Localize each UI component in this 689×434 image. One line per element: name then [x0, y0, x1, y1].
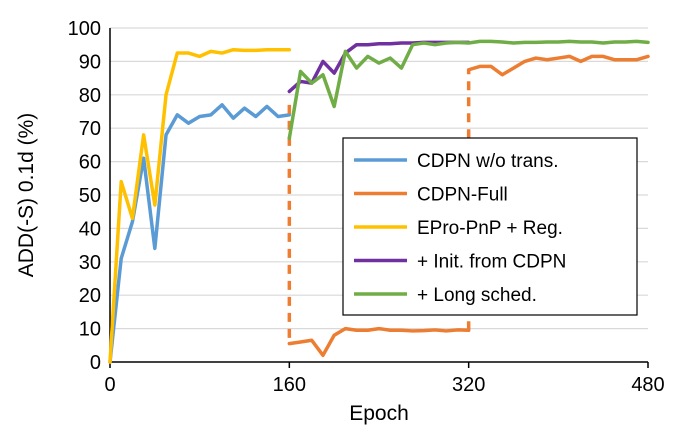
x-tick-label: 160 [273, 374, 306, 396]
y-tick-label: 60 [79, 152, 101, 174]
legend-label: EPro-PnP + Reg. [417, 218, 563, 239]
y-tick-label: 10 [79, 319, 101, 341]
y-tick-label: 80 [79, 85, 101, 107]
x-tick-label: 320 [452, 374, 485, 396]
legend-label: + Init. from CDPN [417, 252, 566, 273]
series-line-3 [287, 40, 471, 94]
y-tick-label: 0 [90, 352, 101, 374]
y-tick-label: 70 [79, 118, 101, 140]
series-line-0 [108, 103, 292, 364]
y-tick-label: 30 [79, 252, 101, 274]
tick-labels: 0 10 20 30 40 50 60 70 80 90 100 0 160 320 480 [68, 18, 665, 396]
x-axis-label: Epoch [349, 402, 409, 425]
legend-label: CDPN-Full [417, 185, 508, 206]
y-tick-label: 50 [79, 185, 101, 207]
series-line-1 [466, 54, 650, 77]
y-tick-label: 100 [68, 18, 101, 40]
legend-label: + Long sched. [417, 285, 537, 306]
series-lines [108, 39, 650, 364]
series-line-1 [287, 326, 471, 358]
y-tick-label: 40 [79, 218, 101, 240]
axes [109, 28, 649, 368]
x-tick-label: 0 [104, 374, 115, 396]
x-tick-label: 480 [631, 374, 664, 396]
series-line-2 [108, 47, 292, 364]
y-tick-label: 20 [79, 285, 101, 307]
series-line-4 [287, 39, 650, 140]
legend: CDPN w/o trans. CDPN-Full EPro-PnP + Reg. +… [342, 137, 638, 316]
y-tick-label: 90 [79, 51, 101, 73]
y-axis-label: ADD(-S) 0.1d (%) [15, 113, 38, 278]
legend-label: CDPN w/o trans. [417, 151, 558, 172]
